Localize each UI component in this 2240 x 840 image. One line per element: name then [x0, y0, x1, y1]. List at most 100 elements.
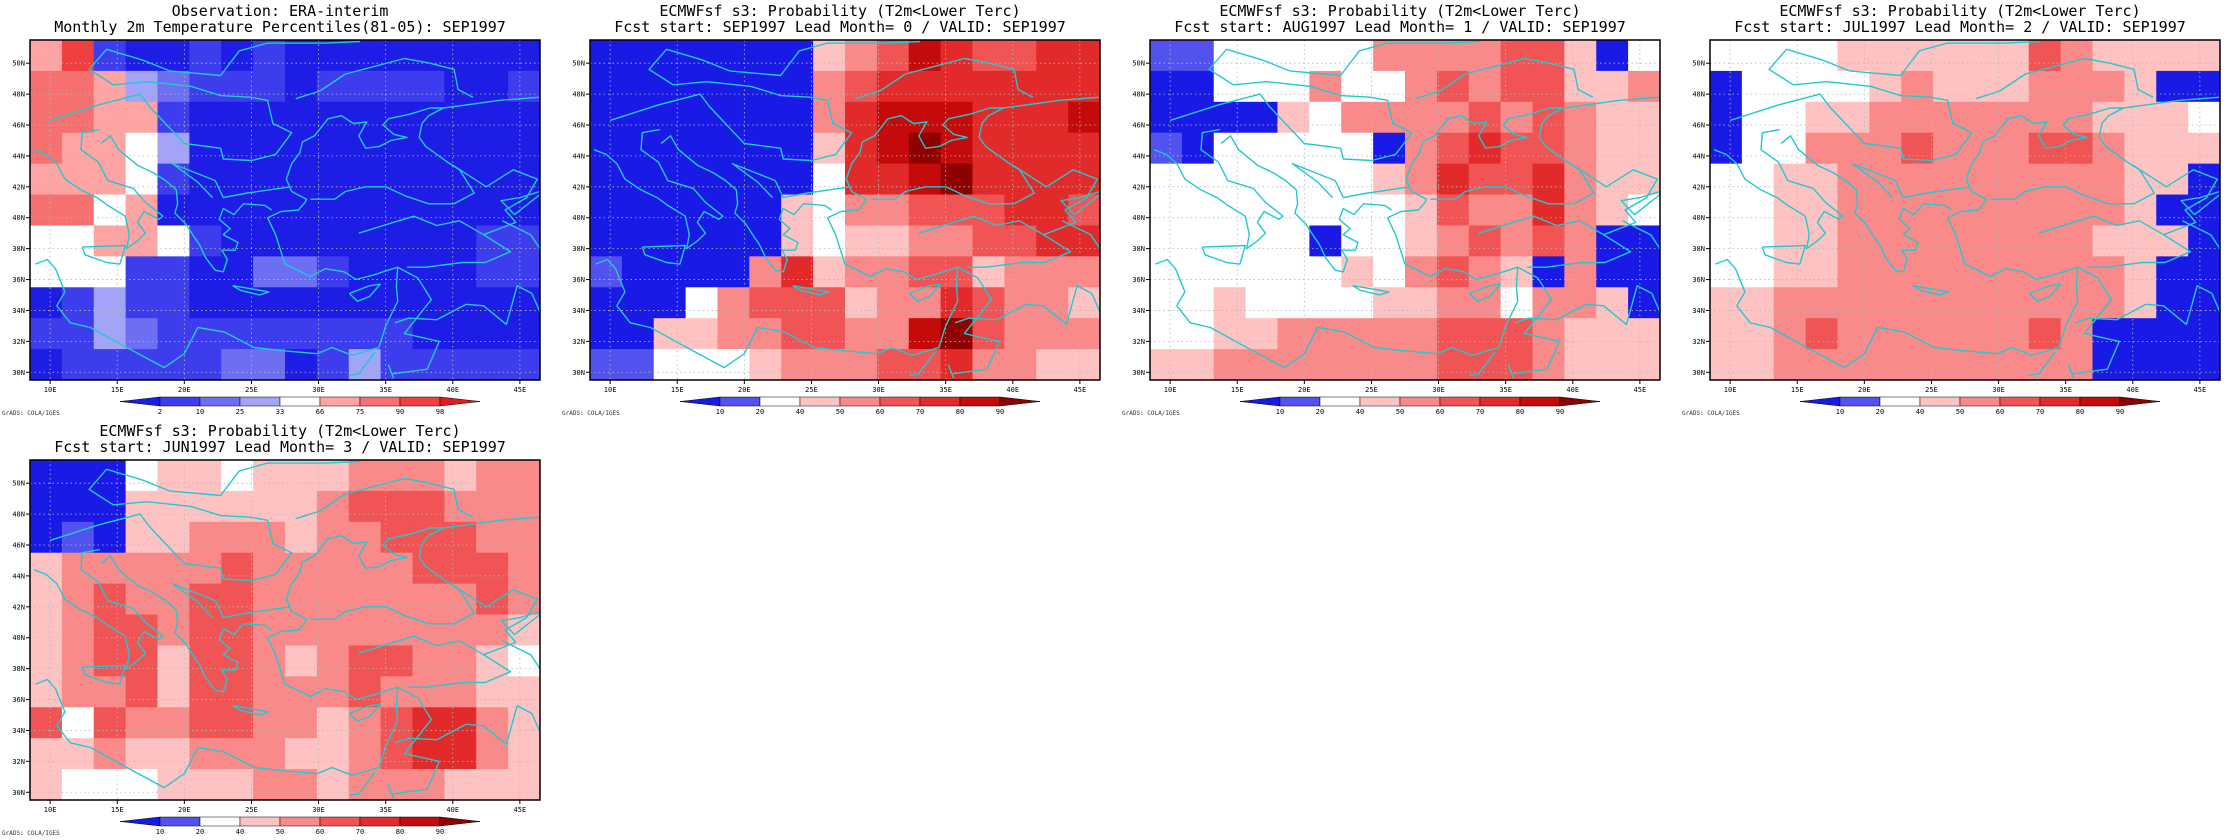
grid-cell	[1837, 132, 1870, 165]
grid-cell	[30, 194, 63, 226]
grid-cell	[30, 738, 63, 770]
grid-cell	[1532, 318, 1565, 350]
grid-cell	[1710, 194, 1743, 226]
grid-cell	[2124, 225, 2157, 257]
grid-cell	[93, 225, 127, 257]
grid-cell	[30, 132, 63, 165]
coastline	[2029, 351, 2056, 377]
grid-cell	[30, 645, 63, 677]
coastline	[349, 351, 376, 377]
grid-cell	[1373, 318, 1406, 350]
grid-cell	[476, 287, 509, 319]
grid-cell	[1741, 132, 1775, 165]
map-panel-lead-1: ECMWFsf s3: Probability (T2m<Lower Terc)…	[1120, 0, 1680, 420]
coastline	[35, 637, 399, 789]
grid-cell	[1996, 70, 2030, 103]
coastline	[967, 164, 1098, 268]
grid-cell	[61, 521, 95, 554]
coastline	[394, 285, 541, 326]
grid-cell	[285, 225, 318, 257]
grid-cell	[1373, 349, 1406, 381]
grid-cell	[1068, 101, 1101, 134]
grid-cell	[876, 163, 910, 195]
grid-cell	[157, 101, 190, 134]
grid-cell	[476, 552, 509, 585]
lon-tick-label: 40E	[446, 806, 459, 814]
grid-cell	[845, 225, 878, 257]
grads-credit: GrADS: COLA/IGES	[2, 410, 60, 417]
grid-cell	[1213, 40, 1247, 72]
grid-cell	[2028, 287, 2062, 319]
grid-cell	[2156, 256, 2189, 288]
grid-cell	[412, 738, 445, 770]
grid-cell	[1596, 225, 1629, 257]
grid-cell	[1309, 287, 1342, 319]
grid-cell	[1710, 132, 1743, 165]
colorbar-swatch	[1399, 396, 1441, 407]
grid-cell	[1213, 163, 1247, 195]
grid-cell	[1068, 256, 1101, 288]
grid-cell	[476, 40, 509, 72]
grid-cell	[348, 256, 382, 288]
grid-cell	[476, 349, 509, 381]
coastline	[232, 285, 270, 296]
lon-tick-label: 40E	[446, 386, 459, 394]
grid-cell	[1933, 256, 1966, 288]
grid-cell	[221, 40, 254, 72]
grid-cell	[348, 225, 382, 257]
grid-cell	[125, 769, 158, 801]
grid-cell	[189, 287, 222, 319]
grid-cell	[412, 194, 445, 226]
grid-cell	[1213, 349, 1247, 381]
grid-cell	[2156, 40, 2189, 72]
coastline	[1060, 190, 1101, 216]
grid-cell	[93, 287, 127, 319]
grid-cell	[1341, 225, 1374, 257]
coastline	[81, 244, 127, 265]
grid-cell	[1068, 349, 1101, 381]
grid-cell	[1004, 70, 1037, 103]
grid-cell	[1341, 40, 1374, 72]
plot-frame	[29, 39, 541, 381]
colorbar-swatch	[239, 816, 281, 827]
grid-cell	[1564, 318, 1597, 350]
grid-cell	[221, 163, 254, 195]
grid-cell	[1245, 287, 1278, 319]
grid-cell	[93, 101, 127, 134]
grid-cell	[412, 676, 445, 708]
lat-tick-label: 44N	[12, 152, 25, 160]
grid-cell	[1837, 318, 1870, 350]
lat-tick-label: 42N	[12, 603, 25, 611]
grid-cell	[125, 676, 158, 708]
grid-cell	[1965, 287, 1998, 319]
grid-cell	[221, 349, 254, 381]
grid-cell	[125, 194, 158, 226]
coastline	[348, 283, 381, 302]
grid-cell	[685, 349, 718, 381]
coastline	[392, 266, 440, 375]
grid-cell	[1036, 349, 1069, 381]
colorbar-label: 60	[876, 408, 884, 416]
grid-cell	[508, 132, 541, 165]
grid-cell	[621, 318, 655, 350]
grid-cell	[1901, 225, 1934, 257]
grid-cell	[1837, 194, 1870, 226]
colorbar-swatch	[159, 816, 201, 827]
grid-cell	[685, 101, 718, 134]
grid-cell	[1309, 256, 1342, 288]
grid-cell	[157, 521, 190, 554]
grid-cell	[1532, 256, 1565, 288]
grid-cell	[590, 349, 623, 381]
grid-cell	[2092, 256, 2125, 288]
grid-cell	[476, 132, 509, 165]
coastline	[1527, 164, 1658, 268]
grid-cell	[1837, 40, 1870, 72]
lon-tick-label: 45E	[514, 806, 527, 814]
grid-cell	[61, 769, 95, 801]
grid-cell	[1004, 256, 1037, 288]
grid-cell	[2188, 101, 2221, 134]
grid-cell	[221, 521, 254, 554]
grid-cell	[30, 40, 63, 72]
grid-cell	[1405, 318, 1438, 350]
grid-cell	[590, 70, 623, 103]
